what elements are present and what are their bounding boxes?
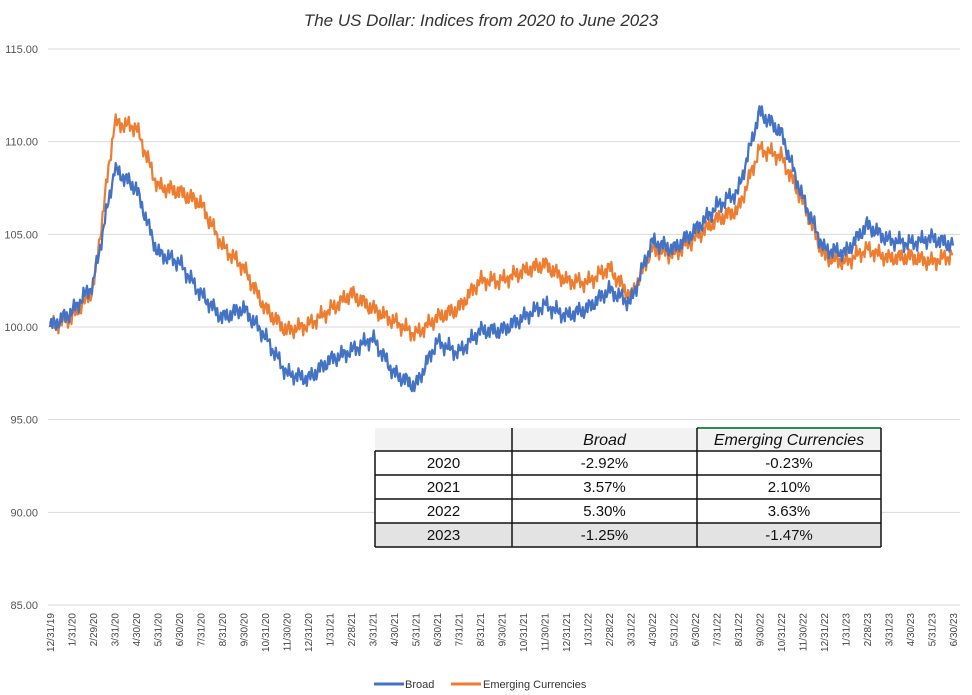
legend-label-broad: Broad	[405, 679, 434, 691]
x-tick-label: 3/31/23	[885, 613, 896, 647]
x-tick-label: 8/31/20	[218, 613, 229, 647]
x-tick-label: 1/31/23	[842, 613, 853, 647]
x-tick-label: 10/31/22	[777, 613, 788, 652]
x-tick-label: 5/31/23	[928, 613, 939, 647]
table-header-cell: Broad	[583, 432, 627, 449]
series-lines	[48, 105, 955, 393]
x-tick-label: 2/29/20	[89, 613, 100, 647]
y-tick-label: 95.00	[10, 415, 38, 427]
table-cell: 5.30%	[583, 503, 626, 520]
x-tick-label: 11/30/21	[541, 613, 552, 652]
x-tick-label: 10/31/21	[519, 613, 530, 652]
x-tick-label: 7/31/20	[197, 613, 208, 647]
table-cell: -1.47%	[765, 527, 813, 544]
x-tick-label: 2/28/22	[605, 613, 616, 647]
x-tick-label: 4/30/21	[390, 613, 401, 647]
series-line-broad	[48, 105, 955, 393]
x-tick-label: 8/31/22	[734, 613, 745, 647]
table-cell: 2.10%	[768, 479, 811, 496]
x-tick-label: 12/31/19	[46, 613, 57, 652]
x-tick-label: 12/31/21	[562, 613, 573, 652]
x-tick-label: 9/30/22	[756, 613, 767, 647]
x-tick-label: 3/31/20	[111, 613, 122, 647]
y-tick-label: 110.00	[5, 137, 38, 149]
y-tick-label: 90.00	[10, 507, 38, 519]
x-tick-label: 7/31/21	[455, 613, 466, 647]
returns-table: Broad Emerging Currencies 2020 -2.92% -0.23%…	[374, 427, 882, 548]
x-tick-label: 4/30/23	[906, 613, 917, 647]
table-cell: -0.23%	[765, 455, 813, 472]
x-tick-label: 6/30/22	[691, 613, 702, 647]
y-tick-label: 115.00	[5, 44, 38, 56]
x-tick-label: 12/31/22	[820, 613, 831, 652]
table-cell: -1.25%	[581, 527, 629, 544]
chart-title: The US Dollar: Indices from 2020 to June…	[304, 11, 659, 30]
legend: Broad Emerging Currencies	[374, 679, 587, 691]
x-tick-label: 5/31/20	[154, 613, 165, 647]
x-tick-label: 6/30/20	[175, 613, 186, 647]
x-tick-label: 3/31/21	[369, 613, 380, 647]
y-tick-label: 85.00	[10, 600, 38, 612]
table-cell: 2021	[427, 479, 460, 496]
x-axis-ticks: 12/31/19 1/31/20 2/29/20 3/31/20 4/30/20 5/31…	[46, 613, 960, 652]
x-tick-label: 5/31/21	[412, 613, 423, 647]
x-tick-label: 5/31/22	[670, 613, 681, 647]
y-tick-label: 105.00	[4, 229, 38, 241]
table-cell: 2020	[427, 455, 460, 472]
table-cell: 2022	[427, 503, 460, 520]
x-tick-label: 7/31/22	[713, 613, 724, 647]
table-cell: 2023	[427, 527, 460, 544]
series-line-emerging	[48, 113, 954, 342]
table-row-bg	[375, 523, 881, 547]
x-tick-label: 3/31/22	[627, 613, 638, 647]
x-tick-label: 11/30/22	[799, 613, 810, 652]
gridlines	[48, 48, 960, 606]
x-tick-label: 4/30/22	[648, 613, 659, 647]
x-tick-label: 12/31/20	[304, 613, 315, 652]
x-tick-label: 9/30/21	[498, 613, 509, 647]
x-tick-label: 8/31/21	[476, 613, 487, 647]
table-header-cell: Emerging Currencies	[714, 432, 864, 449]
legend-label-emerging: Emerging Currencies	[483, 679, 587, 691]
table-header-bg	[375, 428, 881, 451]
x-tick-label: 2/28/21	[347, 613, 358, 647]
table-cell: 3.63%	[768, 503, 811, 520]
x-tick-label: 10/31/20	[261, 613, 272, 652]
table-cell: 3.57%	[583, 479, 626, 496]
x-tick-label: 11/30/20	[283, 613, 294, 652]
x-tick-label: 1/31/22	[584, 613, 595, 647]
x-tick-label: 1/31/21	[326, 613, 337, 647]
y-axis-ticks: 85.00 90.00 95.00 100.00 105.00 110.00 115.00	[4, 44, 38, 612]
x-tick-label: 4/30/20	[132, 613, 143, 647]
y-tick-label: 100.00	[4, 322, 38, 334]
x-tick-label: 2/28/23	[863, 613, 874, 647]
x-tick-label: 6/30/23	[949, 613, 960, 647]
x-tick-label: 9/30/20	[240, 613, 251, 647]
table-cell: -2.92%	[581, 455, 629, 472]
x-tick-label: 1/31/20	[68, 613, 79, 647]
x-tick-label: 6/30/21	[433, 613, 444, 647]
